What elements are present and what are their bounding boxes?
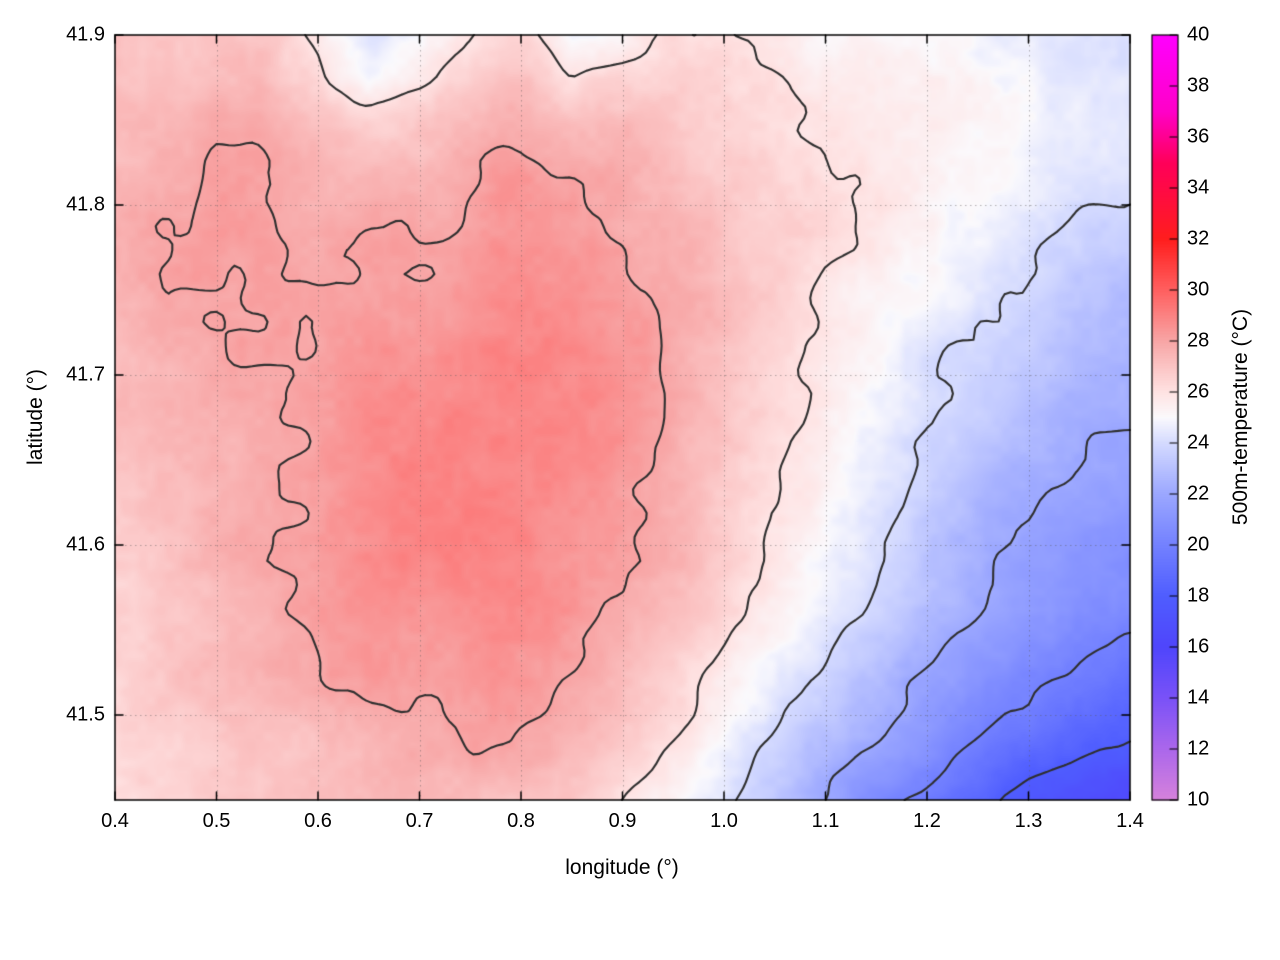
colorbar-tick-label: 34 <box>1187 176 1210 199</box>
x-tick-label: 0.4 <box>101 810 129 832</box>
x-tick-label: 1.4 <box>1116 810 1144 832</box>
x-tick-label: 1.2 <box>913 810 941 832</box>
x-tick-label: 0.8 <box>507 810 535 832</box>
x-tick-label: 0.9 <box>608 810 637 832</box>
colorbar-tick-label: 32 <box>1187 227 1210 250</box>
y-axis-label: latitude (°) <box>24 369 47 465</box>
colorbar-tick-label: 40 <box>1187 23 1210 46</box>
colorbar-tick-label: 16 <box>1187 635 1210 658</box>
x-tick-label: 1.3 <box>1014 810 1043 832</box>
colorbar-tick-label: 36 <box>1187 125 1210 148</box>
colorbar-tick-label: 22 <box>1187 482 1210 505</box>
y-tick-label: 41.9 <box>66 23 105 46</box>
colorbar-tick-label: 30 <box>1187 278 1210 301</box>
y-tick-label: 41.5 <box>66 703 105 726</box>
colorbar-tick-label: 28 <box>1187 329 1210 352</box>
colorbar-tick-label: 14 <box>1187 686 1210 709</box>
x-tick-label: 1.1 <box>811 810 840 832</box>
colorbar-tick-label: 18 <box>1187 584 1210 607</box>
colorbar-tick-label: 38 <box>1187 74 1210 97</box>
y-tick-label: 41.7 <box>66 363 105 386</box>
y-tick-label: 41.8 <box>66 193 105 216</box>
y-tick-label: 41.6 <box>66 533 105 556</box>
colorbar-tick-label: 10 <box>1187 788 1210 811</box>
colorbar-tick-label: 26 <box>1187 380 1210 403</box>
colorbar-tick-label: 24 <box>1187 431 1210 454</box>
x-axis-label: longitude (°) <box>565 856 679 879</box>
x-tick-label: 1.0 <box>710 810 738 832</box>
x-tick-label: 0.6 <box>304 810 332 832</box>
colorbar-tick-label: 12 <box>1187 737 1210 760</box>
colorbar-label: 500m-temperature (°C) <box>1229 308 1252 526</box>
x-tick-label: 0.7 <box>405 810 434 832</box>
colorbar-tick-label: 20 <box>1187 533 1210 556</box>
x-tick-label: 0.5 <box>202 810 231 832</box>
